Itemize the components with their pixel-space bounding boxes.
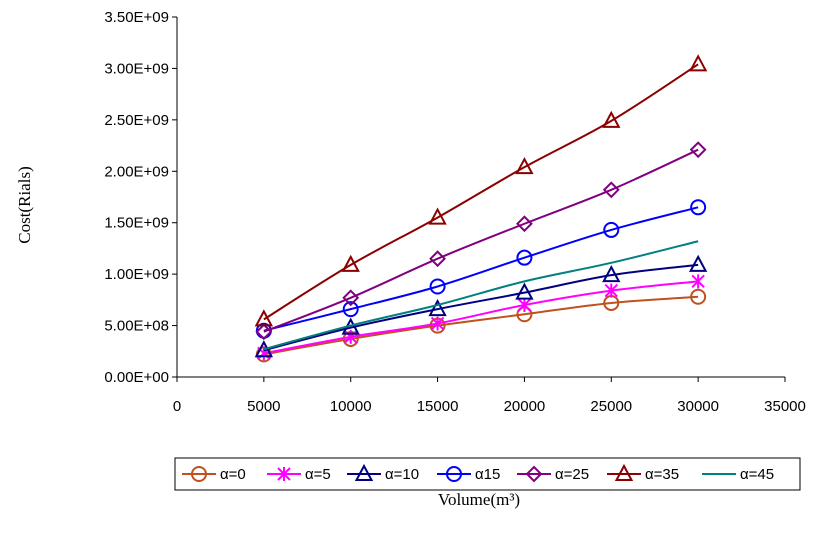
series-lines: [254, 54, 708, 363]
y-tick-label: 5.00E+08: [104, 318, 169, 335]
x-tick-label: 15000: [417, 398, 459, 415]
legend-item: α=25: [517, 465, 589, 483]
x-tick-label: 20000: [504, 398, 546, 415]
legend-item: α=10: [347, 463, 419, 483]
y-tick-label: 0.00E+00: [104, 369, 169, 386]
legend-label: α=35: [645, 466, 679, 483]
series-7: [263, 240, 699, 351]
data-point-marker: [515, 157, 534, 175]
y-axis: 0.00E+00 5.00E+08 1.00E+09 1.50E+09 2.00E+09…: [104, 9, 178, 386]
y-tick-label: 1.50E+09: [104, 215, 169, 232]
data-point-marker: [342, 301, 359, 318]
series-2: [257, 274, 705, 361]
data-point-marker: [254, 309, 274, 327]
data-point-marker: [690, 288, 707, 305]
legend-item: α15: [437, 466, 500, 483]
x-tick-label: 10000: [330, 398, 372, 415]
y-tick-label: 3.00E+09: [104, 60, 169, 77]
data-point-marker: [688, 254, 708, 272]
y-tick-label: 3.50E+09: [104, 9, 169, 26]
legend-marker: [354, 463, 374, 481]
data-point-marker: [342, 289, 360, 307]
data-point-marker: [255, 323, 273, 341]
data-point-marker: [517, 298, 532, 312]
series-6: [254, 54, 708, 327]
legend-label: α15: [475, 466, 500, 483]
series-5: [255, 141, 707, 341]
data-point-marker: [516, 249, 533, 266]
legend-marker: [191, 466, 207, 482]
legend-marker: [614, 463, 634, 481]
data-point-marker: [690, 199, 707, 216]
x-tick-label: 35000: [764, 398, 806, 415]
data-point-marker: [602, 181, 620, 199]
data-point-marker: [688, 54, 708, 72]
legend-label: α=10: [385, 466, 419, 483]
series-line: [263, 148, 699, 333]
data-point-marker: [516, 215, 533, 233]
data-point-marker: [430, 316, 445, 331]
series-line: [263, 240, 699, 351]
data-point-marker: [428, 207, 447, 225]
legend-item: α=35: [607, 463, 679, 483]
legend-label: α=0: [220, 466, 246, 483]
series-line: [263, 206, 699, 332]
legend-item: α=0: [182, 466, 246, 483]
data-point-marker: [428, 298, 447, 317]
x-tick-label: 0: [173, 398, 181, 415]
data-point-marker: [515, 282, 534, 300]
legend-marker: [277, 467, 291, 481]
series-line: [263, 63, 699, 321]
x-tick-label: 30000: [677, 398, 719, 415]
series-line: [263, 280, 699, 355]
legend-item: α=5: [267, 466, 331, 483]
legend-marker: [525, 465, 543, 483]
x-tick-label: 5000: [247, 398, 280, 415]
legend-label: α=5: [305, 466, 331, 483]
y-tick-label: 2.00E+09: [104, 163, 169, 180]
x-axis: 0 5000 10000 15000 20000 25000 30000 35000: [173, 376, 806, 415]
x-tick-label: 25000: [590, 398, 632, 415]
data-point-marker: [603, 221, 620, 238]
legend-label: α=25: [555, 466, 589, 483]
series-line: [263, 263, 699, 352]
data-point-marker: [429, 278, 446, 295]
data-point-marker: [602, 110, 621, 128]
data-point-marker: [254, 340, 274, 358]
series-line: [263, 295, 699, 356]
legend-item: α=45: [702, 466, 774, 483]
series-4: [255, 199, 707, 339]
data-point-marker: [341, 254, 360, 272]
legend: α=0 α=5 α=10 α15 α=25 α=35 α=45: [174, 457, 801, 491]
legend-marker: [446, 466, 462, 482]
y-tick-label: 2.50E+09: [104, 112, 169, 129]
data-point-marker: [689, 141, 707, 159]
data-point-marker: [604, 283, 618, 298]
y-axis-title: Cost(Rials): [15, 166, 34, 243]
data-point-marker: [691, 274, 705, 289]
y-tick-label: 1.00E+09: [104, 266, 169, 283]
x-axis-title: Volume(m³): [438, 490, 520, 509]
data-point-marker: [429, 250, 446, 268]
data-point-marker: [602, 265, 621, 283]
legend-label: α=45: [740, 466, 774, 483]
